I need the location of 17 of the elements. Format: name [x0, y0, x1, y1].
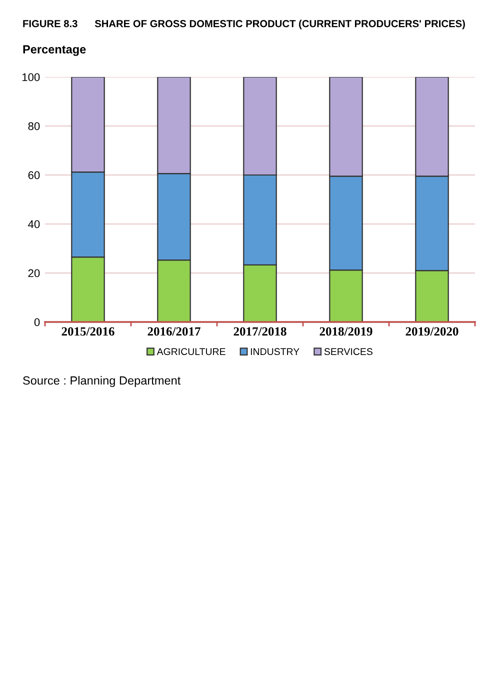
x-tick-label: 2018/2019: [320, 327, 372, 336]
x-tick-label: 2015/2016: [62, 327, 114, 336]
y-tick-label: 60: [28, 171, 40, 180]
y-tick-label: 80: [28, 122, 40, 130]
x-tick-label: 2019/2020: [406, 327, 458, 336]
x-tick-label: 2017/2018: [234, 327, 286, 336]
y-tick-label: 40: [28, 220, 40, 228]
chart-title: FIGURE 8.3 SHARE OF GROSS DOMESTIC PRODUCT (CURRENT PRODUCERS' PRICES): [23, 20, 465, 30]
legend-label: INDUSTRY: [250, 348, 300, 356]
source-note: Source : Planning Department: [23, 376, 181, 388]
y-axis-title: Percentage: [23, 45, 86, 56]
y-tick-label: 0: [34, 318, 40, 326]
y-tick-label: 20: [28, 269, 40, 278]
x-tick-label: 2016/2017: [148, 327, 200, 336]
legend-label: SERVICES: [324, 348, 372, 356]
y-tick-label: 100: [22, 73, 40, 82]
legend-label: AGRICULTURE: [156, 348, 226, 356]
